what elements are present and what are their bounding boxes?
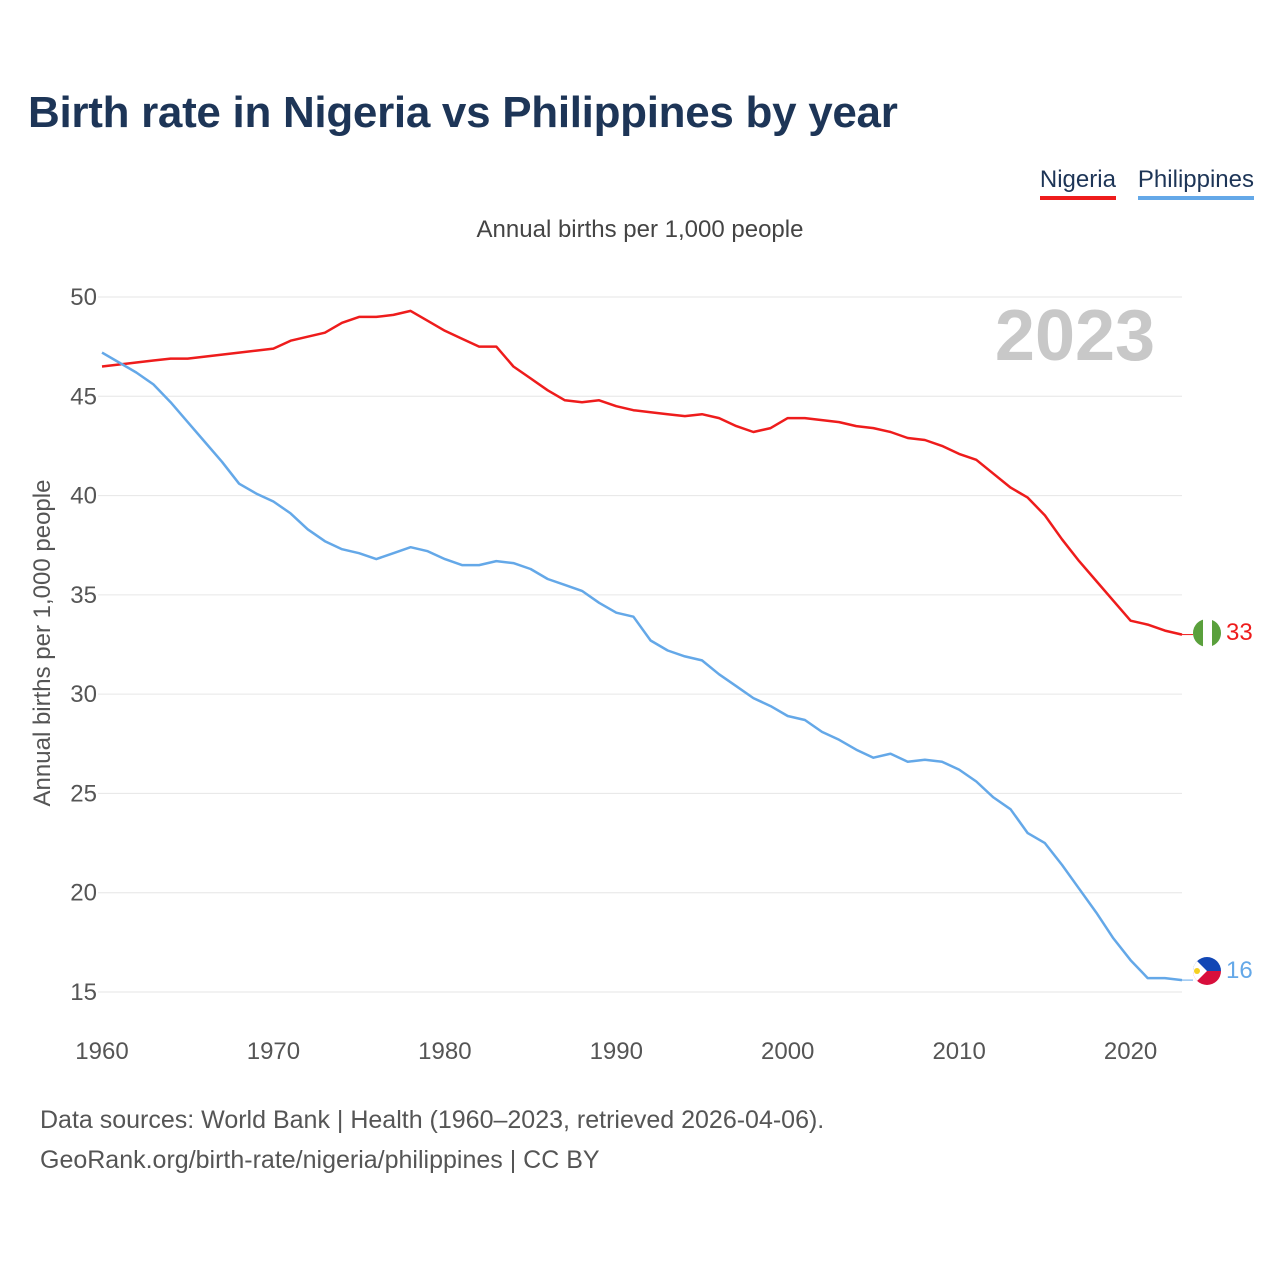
y-tick-label: 50: [70, 284, 97, 311]
x-axis-ticks: 1960 1970 1980 1990 2000 2010 2020: [75, 1038, 1157, 1065]
y-tick-label: 40: [70, 483, 97, 510]
chart-subtitle: Annual births per 1,000 people: [476, 216, 804, 243]
y-tick-label: 25: [70, 780, 97, 807]
x-tick-label: 1960: [75, 1038, 128, 1065]
chart-title: Birth rate in Nigeria vs Philippines by …: [28, 88, 898, 137]
end-label-nigeria: 33: [1226, 619, 1253, 646]
x-tick-label: 2000: [761, 1038, 814, 1065]
y-tick-label: 30: [70, 681, 97, 708]
grid-lines: [98, 296, 1182, 993]
y-axis-label: Annual births per 1,000 people: [29, 480, 56, 807]
series-line-philippines[interactable]: [101, 351, 1183, 982]
x-tick-label: 2010: [932, 1038, 985, 1065]
legend-item-philippines[interactable]: Philippines: [1137, 166, 1254, 200]
nigeria-flag-icon: [1193, 619, 1221, 647]
y-tick-label: 15: [70, 979, 97, 1006]
x-tick-label: 1990: [590, 1038, 643, 1065]
y-axis-ticks: 15 20 25 30 35 40 45 50: [70, 284, 97, 1006]
x-tick-label: 1970: [247, 1038, 300, 1065]
year-watermark: 2023: [995, 296, 1155, 376]
end-label-philippines: 16: [1226, 957, 1253, 984]
x-tick-label: 2020: [1104, 1038, 1157, 1065]
series-group: [101, 309, 1193, 982]
philippines-flag-icon: [1193, 957, 1221, 985]
series-line-nigeria[interactable]: [101, 309, 1183, 636]
legend: Nigeria Philippines: [1039, 166, 1254, 200]
footer-attribution[interactable]: GeoRank.org/birth-rate/nigeria/philippin…: [40, 1146, 600, 1174]
footer-sources: Data sources: World Bank | Health (1960–…: [40, 1106, 825, 1134]
y-tick-label: 20: [70, 880, 97, 907]
y-tick-label: 35: [70, 582, 97, 609]
x-tick-label: 1980: [418, 1038, 471, 1065]
y-tick-label: 45: [70, 383, 97, 410]
legend-item-nigeria[interactable]: Nigeria: [1039, 166, 1116, 200]
